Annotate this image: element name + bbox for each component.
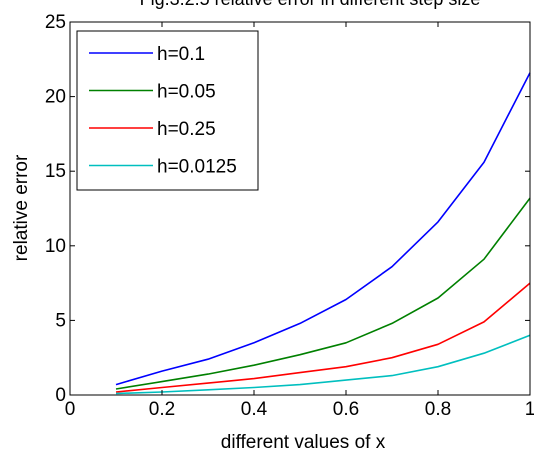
chart-title: Fig.3.2.5 relative error in different st… [140, 0, 481, 9]
x-tick-label: 0 [65, 399, 76, 420]
legend-label-3: h=0.0125 [157, 157, 237, 178]
series-line-3 [115, 334, 531, 395]
legend-label-1: h=0.05 [157, 82, 216, 103]
x-tick-label: 0.6 [333, 399, 359, 420]
x-tick-label: 0.2 [149, 399, 175, 420]
x-tick-label: 0.4 [241, 399, 268, 420]
x-axis-label: different values of x [221, 432, 386, 453]
y-axis-label: relative error [11, 154, 32, 261]
y-tick-label: 25 [45, 12, 66, 33]
y-tick-label: 20 [45, 87, 66, 108]
plot-frame [69, 21, 531, 396]
y-tick-label: 15 [45, 161, 66, 182]
series-line-1 [115, 197, 531, 390]
legend-label-0: h=0.1 [157, 44, 205, 65]
series-line-2 [115, 282, 531, 393]
y-tick-label: 0 [55, 385, 66, 406]
y-tick-label: 5 [55, 310, 66, 331]
legend-box [76, 30, 259, 191]
series-line-0 [115, 72, 531, 386]
x-tick-label: 0.8 [425, 399, 451, 420]
x-tick-label: 1 [525, 399, 534, 420]
y-tick-label: 10 [45, 236, 66, 257]
legend-label-2: h=0.25 [157, 119, 216, 140]
